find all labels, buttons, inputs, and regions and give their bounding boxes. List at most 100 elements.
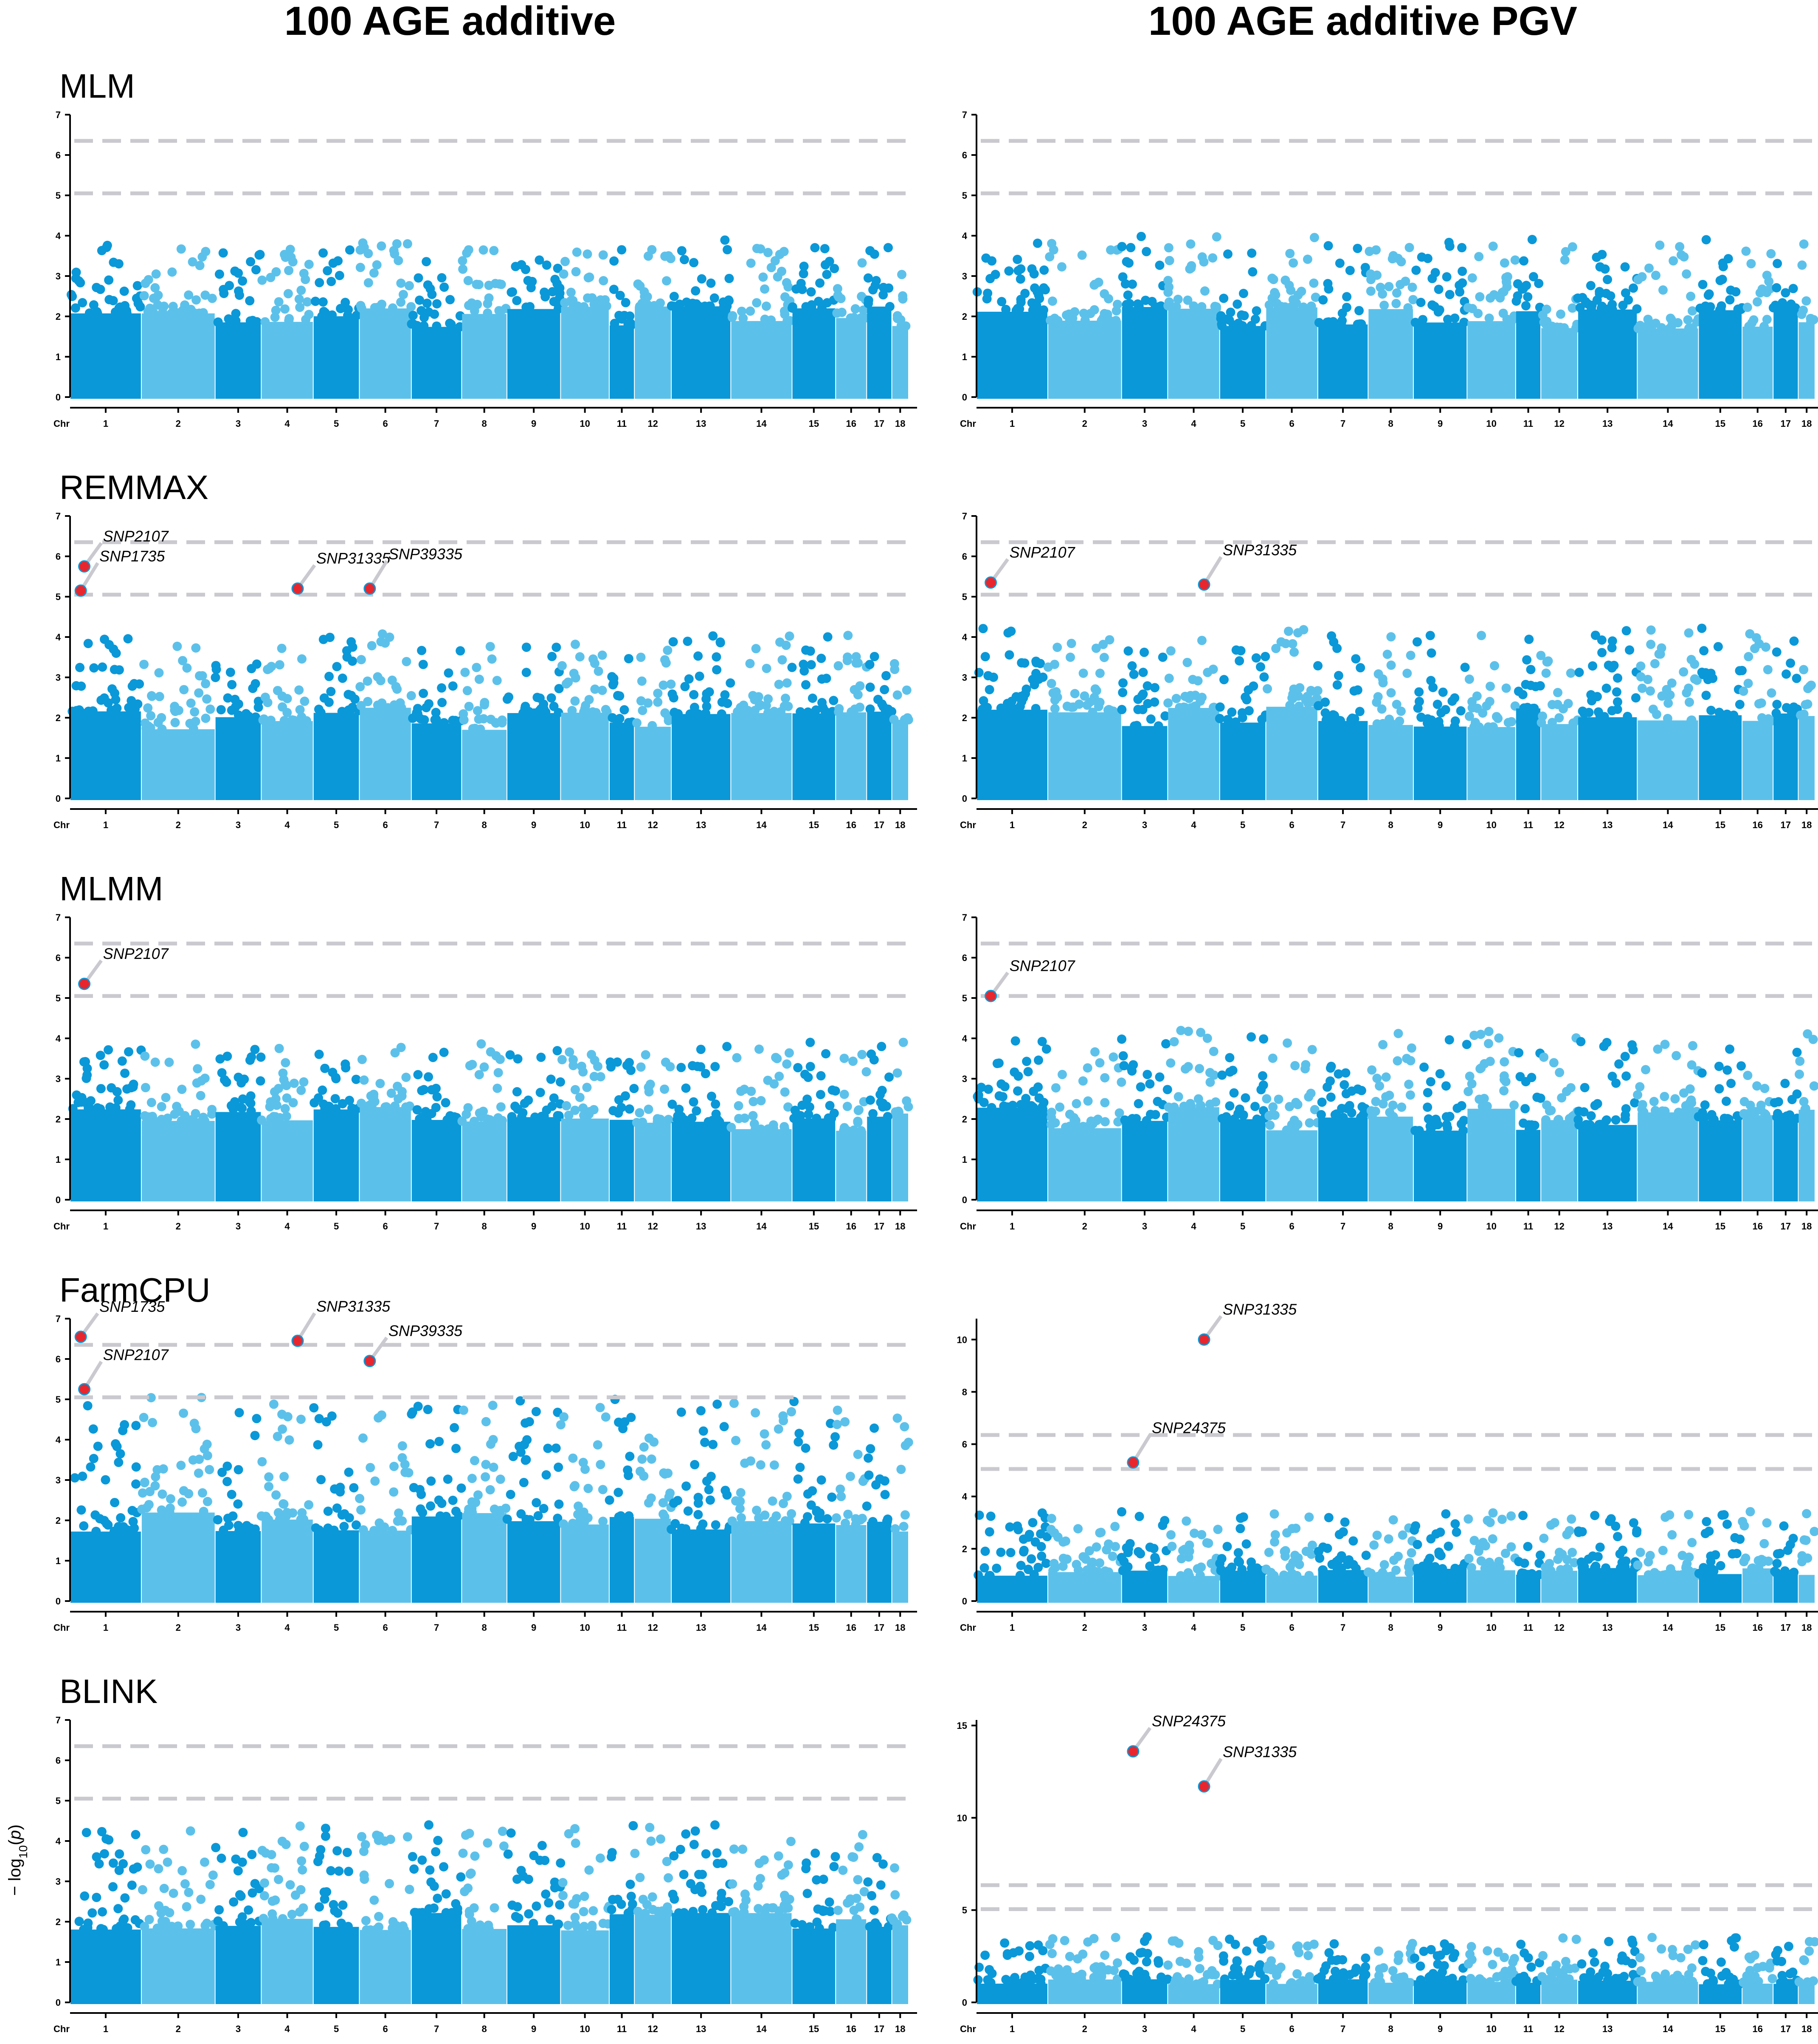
snp-point <box>188 257 197 267</box>
snp-point <box>1558 704 1568 713</box>
snp-point <box>780 306 789 316</box>
snp-point <box>1546 1520 1556 1530</box>
snp-point <box>1399 1972 1409 1982</box>
chr-points-blink_pgv-1 <box>973 1938 1050 2004</box>
snp-point <box>856 1126 866 1136</box>
snp-point <box>996 703 1006 713</box>
snp-point <box>1160 711 1170 721</box>
snp-point <box>986 1511 996 1521</box>
snp-point <box>1346 715 1356 725</box>
points-farmcpu_pgv <box>974 1507 1818 1603</box>
snp-label-SNP2107: SNP2107 <box>103 945 169 962</box>
snp-point <box>443 1474 453 1484</box>
snp-point <box>729 1398 739 1408</box>
snp-point <box>640 1909 650 1918</box>
snp-point <box>1197 302 1207 312</box>
snp-point <box>1078 1122 1088 1131</box>
snp-point <box>899 1522 909 1531</box>
chr-points-blink_add-11 <box>607 1821 638 2004</box>
chr-points-mlm_pgv-13 <box>1573 250 1642 399</box>
snp-point <box>1238 289 1248 299</box>
chr-label-11: 11 <box>617 1221 627 1232</box>
snp-point <box>544 1898 554 1908</box>
snp-point <box>1436 708 1446 718</box>
snp-point <box>1595 262 1605 272</box>
snp-point <box>589 299 599 309</box>
chr-points-mlmm_add-12 <box>632 1050 675 1201</box>
snp-point <box>1123 290 1133 300</box>
chr-label-15: 15 <box>1715 1221 1725 1232</box>
snp-point <box>1031 704 1041 713</box>
snp-point <box>830 1852 840 1861</box>
snp-point <box>1182 657 1192 667</box>
snp-point <box>1229 1088 1239 1098</box>
chr-label-16: 16 <box>846 2024 856 2034</box>
snp-point <box>580 704 590 713</box>
snp-point <box>335 1487 345 1497</box>
chr-points-mlmm_add-5 <box>310 1049 363 1201</box>
snp-point <box>1016 1979 1026 1988</box>
chr-label-4: 4 <box>1191 1622 1196 1633</box>
snp-point <box>1078 1076 1088 1086</box>
y-tick-label: 7 <box>56 1715 61 1725</box>
snp-point <box>177 1497 187 1507</box>
snp-point <box>1722 1520 1732 1529</box>
snp-point <box>1001 304 1011 314</box>
snp-point <box>124 1047 134 1057</box>
snp-point <box>599 276 608 286</box>
snp-point <box>366 1099 376 1109</box>
snp-point <box>902 685 912 695</box>
chr-points-blink_add-9 <box>503 1828 566 2004</box>
snp-point <box>758 272 768 282</box>
snp-point <box>96 695 106 705</box>
snp-point <box>88 1424 98 1434</box>
chr-label-18: 18 <box>895 418 905 429</box>
snp-point <box>237 1103 247 1113</box>
snp-point <box>1423 1102 1432 1112</box>
snp-point <box>280 304 290 314</box>
chr-points-mlmm_add-15 <box>789 1038 840 1201</box>
snp-point <box>1004 266 1014 276</box>
snp-point <box>1166 1058 1176 1068</box>
density-body <box>313 713 359 800</box>
snp-point <box>174 308 183 318</box>
snp-point <box>833 661 843 671</box>
snp-point <box>1789 1568 1799 1577</box>
snp-point <box>419 688 428 698</box>
snp-point <box>1223 249 1233 259</box>
snp-point <box>855 702 865 712</box>
density-body <box>70 711 141 800</box>
snp-point <box>458 264 468 274</box>
snp-point <box>1117 705 1127 714</box>
snp-point <box>86 1462 96 1472</box>
snp-point <box>259 1891 269 1901</box>
snp-point <box>1340 1080 1349 1090</box>
snp-point <box>200 1444 209 1454</box>
snp-point <box>335 271 344 280</box>
chr-points-mlm_add-1 <box>66 240 145 399</box>
density-body <box>1318 721 1368 800</box>
snp-point <box>488 1401 498 1410</box>
snp-point <box>1759 1556 1769 1566</box>
snp-point <box>673 302 682 311</box>
snp-point <box>701 1849 711 1859</box>
snp-point <box>1208 253 1218 263</box>
snp-point <box>1289 684 1299 694</box>
snp-point <box>1042 1532 1052 1542</box>
highlight-snp-SNP2107 <box>78 1383 91 1396</box>
snp-point <box>780 1890 789 1900</box>
snp-point <box>559 269 568 279</box>
snp-point <box>1574 1120 1584 1130</box>
points-mlmm_pgv <box>973 1026 1818 1201</box>
snp-point <box>806 287 816 297</box>
snp-point <box>202 694 212 704</box>
snp-point <box>140 1922 149 1931</box>
snp-point <box>752 1506 762 1515</box>
snp-point <box>1047 679 1056 688</box>
snp-point <box>484 293 494 303</box>
snp-point <box>597 650 607 660</box>
snp-point <box>1025 1941 1035 1951</box>
density-body <box>141 1121 215 1201</box>
snp-point <box>1100 1566 1110 1576</box>
snp-point <box>321 1824 330 1833</box>
